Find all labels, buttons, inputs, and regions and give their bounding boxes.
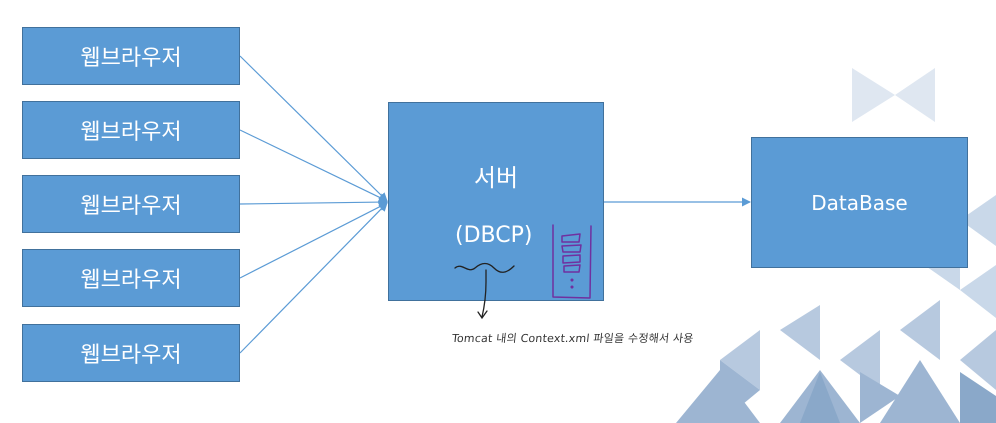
arrow-browser-2-to-server <box>239 129 388 202</box>
server-box: 서버 (DBCP) <box>388 102 604 301</box>
browser-label: 웹브라우저 <box>80 268 182 293</box>
annotation-text: Tomcat 내의 Context.xml 파일을 수정해서 사용 <box>451 332 695 345</box>
browser-label: 웹브라우저 <box>80 46 182 71</box>
arrow-browser-4-to-server <box>239 202 388 279</box>
browser-box-4: 웹브라우저 <box>22 249 240 307</box>
server-subtitle: (DBCP) <box>455 223 533 248</box>
browser-label: 웹브라우저 <box>80 120 182 145</box>
server-title: 서버 <box>473 164 519 192</box>
connection-pool-sketch <box>552 224 592 299</box>
database-label: DataBase <box>811 190 908 215</box>
arrow-browser-3-to-server <box>239 197 388 207</box>
browser-label: 웹브라우저 <box>80 194 182 219</box>
arrow-browser-1-to-server <box>239 55 388 202</box>
browser-box-2: 웹브라우저 <box>22 101 240 159</box>
database-box: DataBase <box>751 137 968 268</box>
browser-label: 웹브라우저 <box>80 343 182 368</box>
underline-squiggle <box>454 262 515 320</box>
arrow-browser-5-to-server <box>239 202 388 354</box>
browser-box-1: 웹브라우저 <box>22 27 240 85</box>
browser-box-5: 웹브라우저 <box>22 324 240 382</box>
browser-box-3: 웹브라우저 <box>22 175 240 233</box>
